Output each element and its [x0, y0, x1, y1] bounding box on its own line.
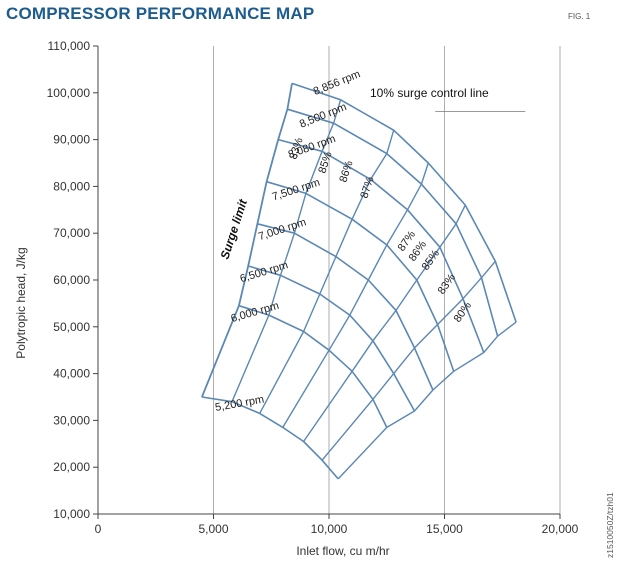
speed-line-label-4: 7,000 rpm: [257, 216, 308, 243]
surge-limit-line: [201, 83, 293, 398]
speed-line-label-6: 6,000 rpm: [229, 300, 280, 325]
y-tick-label-3: 40,000: [53, 367, 90, 381]
figure-code-text: z1510050Z/tzh01: [605, 492, 615, 558]
y-tick-label-1: 20,000: [53, 460, 90, 474]
speed-line-label-3: 7,500 rpm: [271, 177, 322, 204]
efficiency-line-4: [303, 204, 466, 442]
y-tick-label-4: 50,000: [53, 320, 90, 334]
y-axis-label: Polytropic head, J/kg: [14, 247, 28, 358]
y-tick-label-5: 60,000: [53, 273, 90, 287]
y-tick-label-0: 10,000: [53, 507, 90, 521]
efficiency-line-5: [321, 260, 496, 461]
speed-line-label-5: 6,500 rpm: [239, 259, 290, 285]
y-tick-label-8: 90,000: [53, 133, 90, 147]
y-tick-label-9: 100,000: [47, 86, 91, 100]
efficiency-line-6: [337, 321, 517, 480]
efficiency-line-2: [259, 130, 395, 414]
x-tick-label-4: 20,000: [542, 522, 579, 536]
x-tick-label-3: 15,000: [426, 522, 463, 536]
speed-line-3: [266, 180, 455, 372]
y-tick-label-10: 110,000: [48, 39, 91, 53]
surge-control-line-label: 10% surge control line: [370, 86, 489, 100]
efficiency-line-1: [231, 99, 342, 402]
y-tick-label-2: 30,000: [53, 413, 90, 427]
plot-lines: [201, 82, 526, 480]
surge-limit-label: Surge limit: [218, 197, 251, 261]
figure-code: z1510050Z/tzh01: [605, 492, 615, 558]
x-axis-label: Inlet flow, cu m/hr: [296, 544, 389, 558]
efficiency-label-87: 87%: [358, 175, 376, 200]
axes: 10,000 20,000 30,000 40,000 50,000 60,000 70,0…: [47, 39, 579, 536]
x-tick-label-0: 0: [95, 522, 102, 536]
y-tick-label-6: 70,000: [53, 226, 90, 240]
efficiency-label-85: 85%: [316, 150, 334, 175]
x-tick-label-1: 5,000: [198, 522, 228, 536]
x-tick-label-2: 10,000: [311, 522, 348, 536]
speed-line-label-1: 8,500 rpm: [298, 101, 348, 131]
y-tick-label-7: 80,000: [53, 179, 90, 193]
figure-number: FIG. 1: [568, 12, 591, 21]
efficiency-label-83-right: 83%: [436, 272, 459, 297]
speed-line-label-7: 5,200 rpm: [214, 394, 265, 414]
figure-title: COMPRESSOR PERFORMANCE MAP: [6, 4, 315, 23]
efficiency-line-3: [282, 162, 429, 428]
speed-line-label-0: 8,856 rpm: [312, 68, 362, 98]
efficiency-label-86: 86%: [337, 159, 355, 184]
grid-lines: [213, 46, 561, 514]
